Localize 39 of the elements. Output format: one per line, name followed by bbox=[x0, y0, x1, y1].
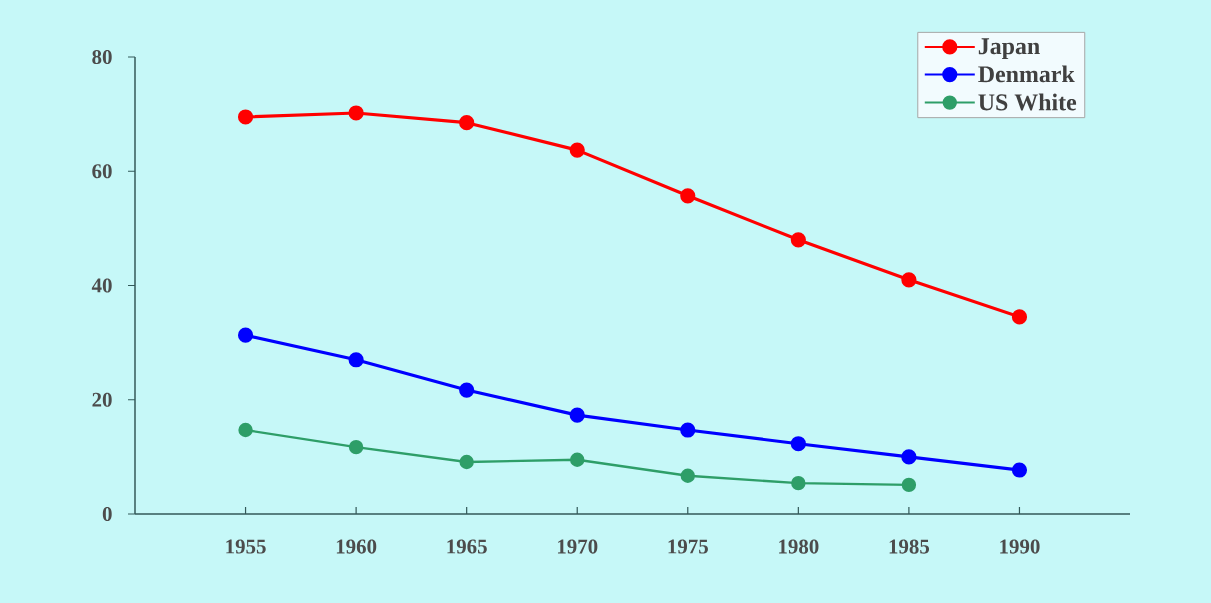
point bbox=[680, 188, 696, 204]
point bbox=[790, 436, 806, 452]
x-tick-label: 1955 bbox=[226, 539, 266, 554]
x-tick-label: 1965 bbox=[447, 539, 487, 554]
point bbox=[901, 449, 917, 465]
x-tick-label: 1990 bbox=[1000, 539, 1040, 554]
point bbox=[791, 475, 806, 491]
point bbox=[569, 142, 585, 158]
y-tick-label: 60 bbox=[92, 164, 112, 179]
point bbox=[790, 232, 806, 248]
y-tick-label: 20 bbox=[92, 392, 112, 407]
x-tick-label: 1980 bbox=[779, 539, 819, 554]
point bbox=[348, 352, 364, 368]
y-tick-label: 40 bbox=[91, 278, 112, 293]
point bbox=[237, 109, 254, 125]
x-tick-label: 1975 bbox=[668, 539, 708, 554]
point bbox=[1011, 309, 1028, 325]
point bbox=[459, 454, 474, 470]
x-tick-label: 1970 bbox=[557, 539, 598, 554]
y-tick-label: 80 bbox=[92, 49, 112, 65]
x-tick-label: 1985 bbox=[889, 539, 930, 554]
point bbox=[570, 452, 585, 467]
point bbox=[238, 422, 253, 438]
point bbox=[237, 327, 254, 343]
point bbox=[901, 272, 917, 288]
point bbox=[1011, 462, 1028, 478]
point bbox=[348, 439, 364, 455]
point bbox=[459, 382, 475, 398]
point bbox=[569, 407, 585, 423]
y-tick-label: 0 bbox=[102, 506, 112, 522]
point bbox=[901, 477, 917, 493]
point bbox=[680, 468, 695, 483]
point bbox=[459, 115, 475, 131]
point bbox=[680, 422, 696, 438]
legend-label: Denmark bbox=[978, 65, 1075, 83]
legend-label: Japan bbox=[978, 38, 1040, 60]
legend-label: US White bbox=[978, 93, 1077, 111]
x-tick-label: 1960 bbox=[336, 539, 377, 554]
point bbox=[348, 105, 364, 121]
